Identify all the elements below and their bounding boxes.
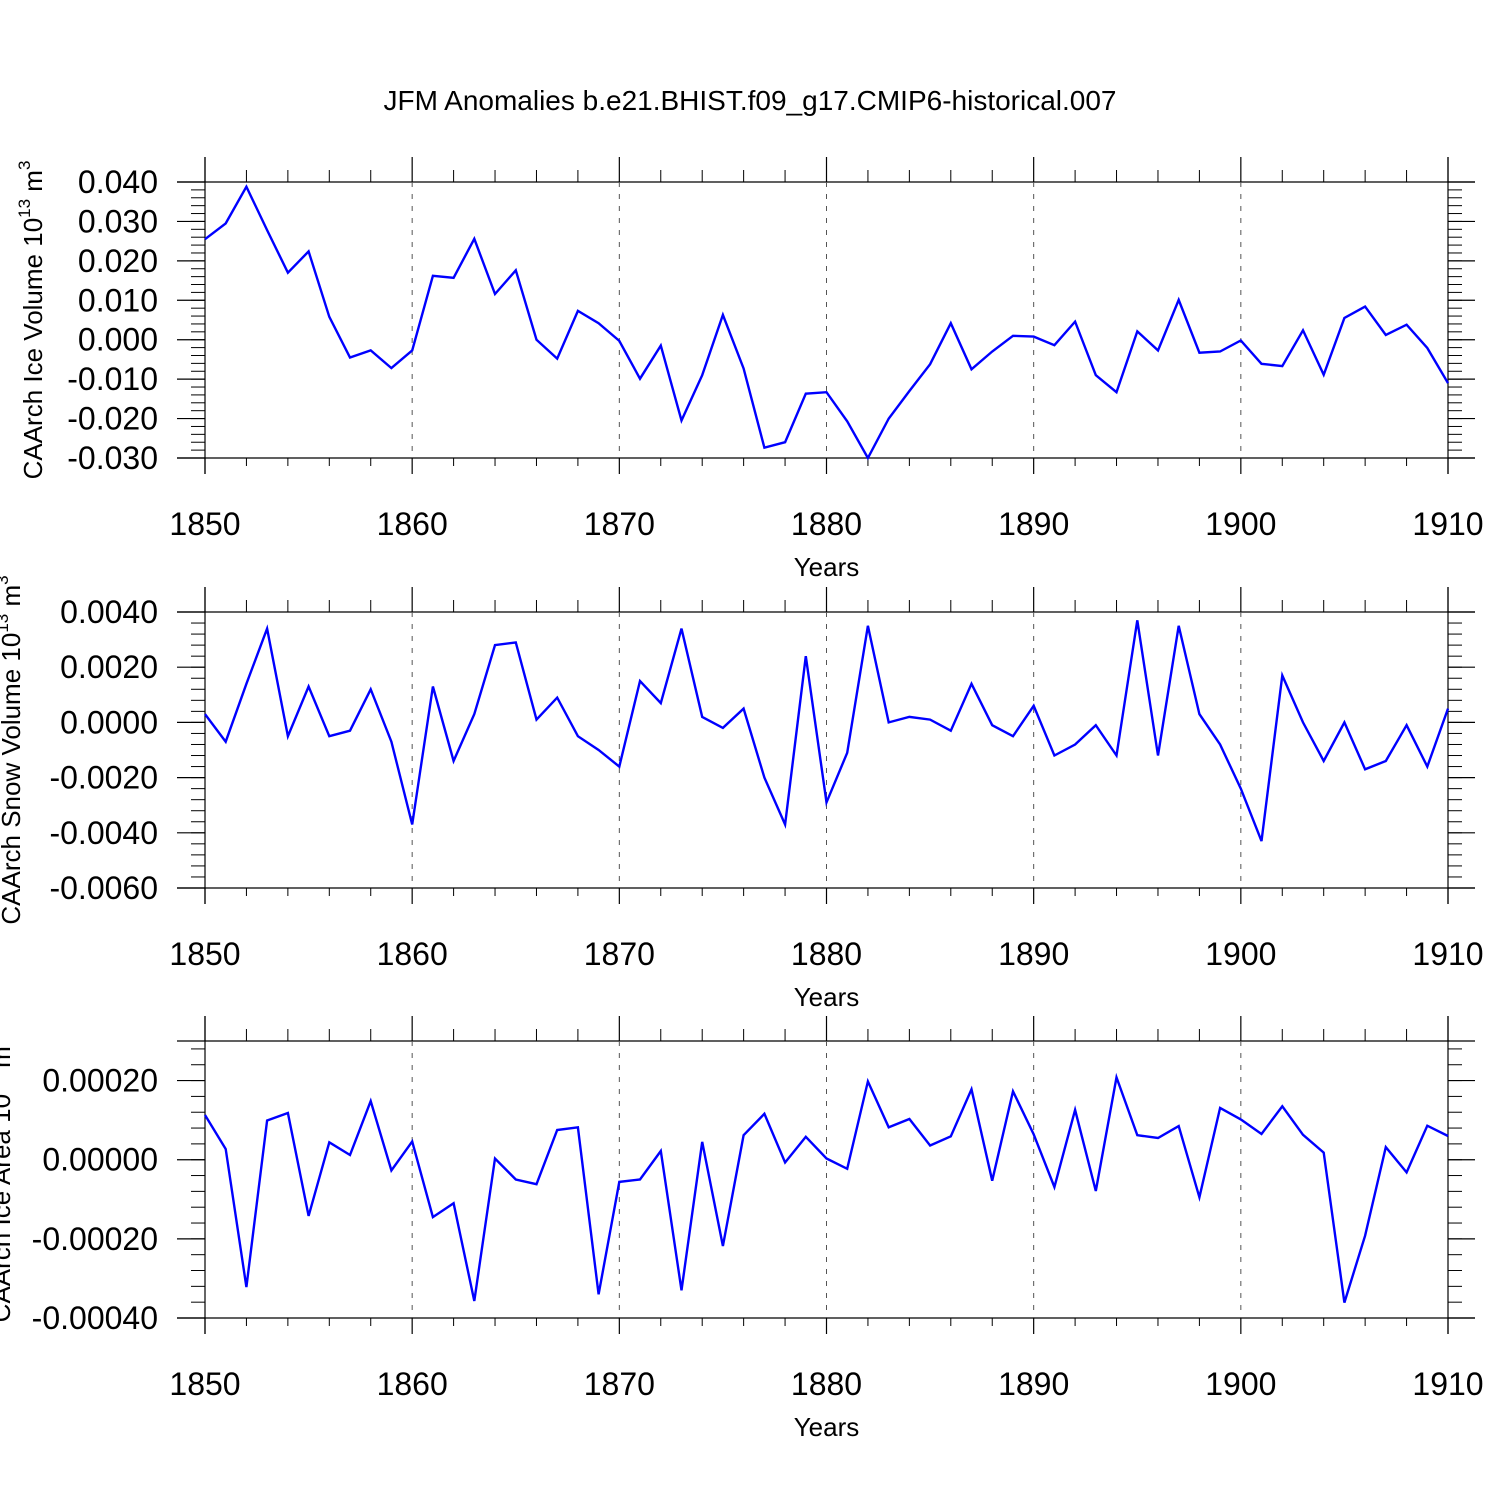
panel-3-ytick-label: 0.00000 [42, 1142, 158, 1178]
panel-2-ytick-label: -0.0040 [49, 815, 158, 851]
panel-2-xtick-label: 1900 [1205, 936, 1276, 972]
panel-1-ytick-label: 0.030 [78, 203, 158, 239]
panel-1-ytick-label: 0.040 [78, 164, 158, 200]
panel-1-xtick-label: 1860 [377, 506, 448, 542]
panel-2-xtick-label: 1860 [377, 936, 448, 972]
panel-1-ylabel-exp: 13 [15, 199, 34, 218]
panel-3-ylabel-unit: m [0, 1046, 16, 1075]
panel-1-xtick-label: 1910 [1412, 506, 1483, 542]
panel-3: 1850 1860 1870 1880 1890 1900 1910 -0.00040 -0.0… [0, 1016, 1484, 1442]
panel-2-ytick-label: 0.0000 [60, 704, 158, 740]
panel-3-xtick-label: 1900 [1205, 1366, 1276, 1402]
panel-2-ytick-label: 0.0020 [60, 649, 158, 685]
panel-1-ytick-label: -0.010 [67, 361, 158, 397]
panel-1-ylabel: CAArch Ice Volume 1013 m3 [15, 161, 48, 480]
panel-1-series-line [204, 184, 1450, 461]
panel-2-ylabel-unit: m [0, 585, 26, 614]
panel-3-xtick-label: 1850 [169, 1366, 240, 1402]
panel-3-xtick-label: 1860 [377, 1366, 448, 1402]
panel-2: 1850 1860 1870 1880 1890 1900 1910 -0.0060 -0.00… [0, 575, 1484, 1012]
panel-2-ylabel-text: CAArch Snow Volume 10 [0, 633, 26, 925]
panel-1-xlabel: Years [794, 552, 860, 582]
panel-2-ylabel-exp: 13 [0, 614, 12, 633]
panel-1-xtick-label: 1900 [1205, 506, 1276, 542]
panel-1-ylabel-unit-exp: 3 [15, 161, 34, 170]
panel-3-xtick-label: 1880 [791, 1366, 862, 1402]
panel-2-xlabel: Years [794, 982, 860, 1012]
panel-1-xtick-label: 1870 [584, 506, 655, 542]
panel-2-ytick-label: 0.0040 [60, 594, 158, 630]
panel-1-ytick-label: 0.000 [78, 322, 158, 358]
panel-3-xlabel: Years [794, 1412, 860, 1442]
panel-3-xtick-label: 1870 [584, 1366, 655, 1402]
panel-2-xtick-label: 1850 [169, 936, 240, 972]
panel-1-ytick-label: -0.030 [67, 440, 158, 476]
panel-2-xtick-label: 1910 [1412, 936, 1483, 972]
panel-1-xtick-label: 1880 [791, 506, 862, 542]
panel-1: 1850 1860 1870 1880 1890 1900 1910 -0.030-0.020… [15, 157, 1484, 582]
panel-3-series-line [203, 1072, 1449, 1303]
panel-1-ytick-label: -0.020 [67, 401, 158, 437]
panel-2-series-line [204, 620, 1450, 842]
panel-2-xtick-label: 1890 [998, 936, 1069, 972]
panel-1-ytick-label: 0.010 [78, 282, 158, 318]
panel-1-ytick-label: 0.020 [78, 243, 158, 279]
panel-3-xtick-label: 1910 [1412, 1366, 1483, 1402]
panel-1-ylabel-unit: m [18, 170, 48, 199]
panel-3-ylabel-exp: 13 [0, 1075, 2, 1094]
panel-1-xtick-label: 1850 [169, 506, 240, 542]
panel-3-ytick-label: 0.00020 [42, 1063, 158, 1099]
panel-2-ytick-label: -0.0060 [49, 870, 158, 906]
panel-2-xtick-label: 1870 [584, 936, 655, 972]
panel-3-xtick-label: 1890 [998, 1366, 1069, 1402]
panel-3-ylabel-text: CAArch Ice Area 10 [0, 1094, 16, 1322]
panel-2-xtick-label: 1880 [791, 936, 862, 972]
panel-1-xtick-label: 1890 [998, 506, 1069, 542]
panel-1-ylabel-text: CAArch Ice Volume 10 [18, 218, 48, 480]
panel-2-ylabel: CAArch Snow Volume 1013 m3 [0, 575, 26, 924]
panel-3-ytick-label: -0.00020 [32, 1221, 158, 1257]
panel-3-ylabel: CAArch Ice Area 1013 m2 [0, 1037, 16, 1323]
panel-2-ylabel-unit-exp: 3 [0, 575, 12, 584]
chart-title: JFM Anomalies b.e21.BHIST.f09_g17.CMIP6-… [383, 85, 1116, 116]
panel-2-ytick-label: -0.0020 [49, 760, 158, 796]
panel-3-ylabel-unit-exp: 2 [0, 1037, 2, 1046]
panel-3-ytick-label: -0.00040 [32, 1300, 158, 1336]
